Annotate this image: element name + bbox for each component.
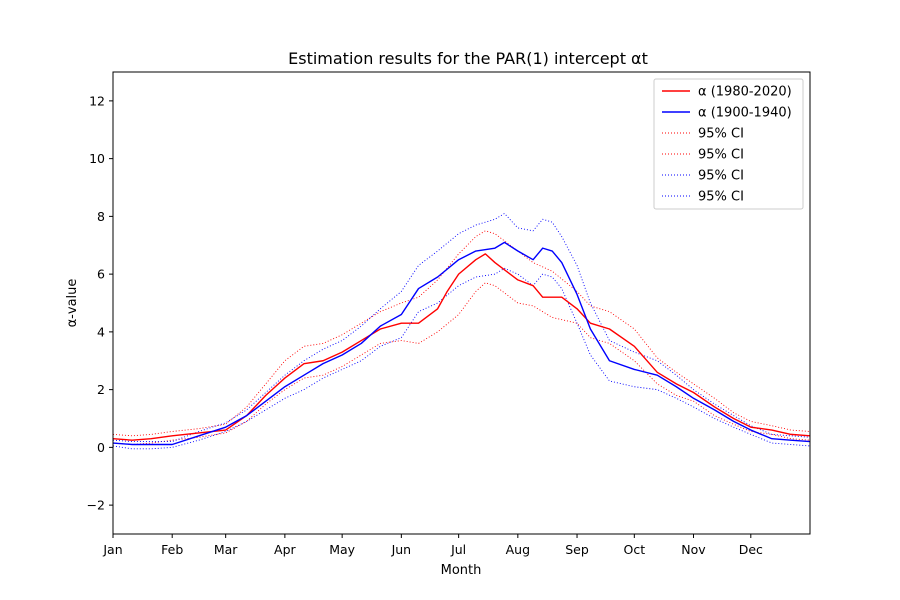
x-tick-label-11: Dec — [739, 542, 763, 557]
series-line-4 — [112, 213, 811, 443]
y-tick-label-7: 12 — [89, 93, 105, 108]
series-line-0 — [112, 253, 811, 441]
axes-frame — [112, 71, 811, 535]
y-tick-label-5: 8 — [97, 209, 105, 224]
x-tick-label-7: Aug — [506, 542, 530, 557]
y-tick-label-3: 4 — [97, 324, 105, 339]
legend-entry-3: 95% CI — [698, 148, 744, 163]
legend-entry-4: 95% CI — [698, 169, 744, 184]
series-line-1 — [112, 241, 811, 446]
y-tick-label-6: 10 — [89, 151, 105, 166]
series-line-5 — [112, 267, 811, 450]
x-tick-label-4: May — [329, 542, 355, 557]
x-tick-label-8: Sep — [565, 542, 589, 557]
legend-entry-1: α (1900-1940) — [698, 106, 792, 121]
x-tick-label-1: Feb — [161, 542, 183, 557]
legend-entry-2: 95% CI — [698, 127, 744, 142]
legend-entry-0: α (1980-2020) — [698, 85, 792, 100]
x-tick-label-0: Jan — [102, 542, 122, 557]
y-tick-label-0: −2 — [87, 498, 105, 513]
x-tick-label-2: Mar — [214, 542, 238, 557]
x-tick-label-10: Nov — [681, 542, 706, 557]
series-line-3 — [112, 282, 811, 445]
legend-box — [653, 78, 804, 210]
x-tick-label-9: Oct — [624, 542, 646, 557]
x-tick-label-6: Jul — [450, 542, 466, 557]
plot-area: −2 0 2 4 6 8 10 12 Jan Feb Mar Apr May Jun Jul Aug Sep Oc… — [87, 71, 811, 557]
x-tick-label-5: Jun — [391, 542, 412, 557]
legend-entry-5: 95% CI — [698, 190, 744, 205]
x-axis-label: Month — [441, 563, 482, 578]
chart-title: Estimation results for the PAR(1) interc… — [288, 49, 648, 68]
y-tick-label-2: 2 — [97, 382, 105, 397]
y-axis-label: α-value — [65, 279, 80, 328]
y-tick-label-1: 0 — [97, 440, 105, 455]
legend: α (1980-2020) α (1900-1940) 95% CI 95% CI 95… — [653, 78, 804, 210]
x-tick-label-3: Apr — [274, 542, 296, 557]
y-tick-label-4: 6 — [97, 267, 105, 282]
